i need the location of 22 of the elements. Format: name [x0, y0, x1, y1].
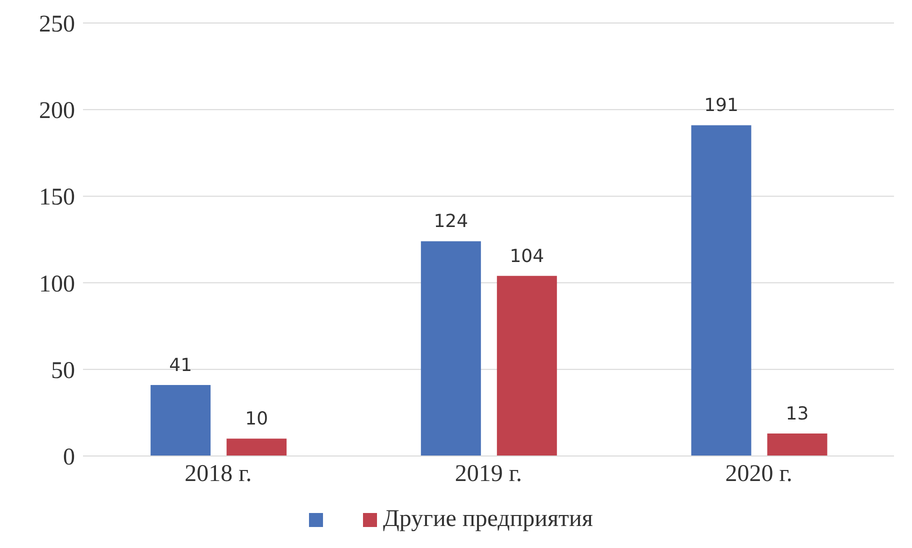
y-tick-label: 250 — [39, 12, 75, 38]
data-label: 124 — [434, 211, 468, 232]
data-label: 191 — [704, 95, 738, 116]
data-label: 10 — [245, 408, 268, 430]
bar — [767, 433, 828, 456]
data-label: 104 — [510, 246, 544, 267]
x-tick-label: 2019 г. — [454, 461, 522, 488]
bar — [226, 438, 287, 456]
bar — [691, 125, 752, 456]
bar — [150, 384, 211, 456]
y-tick-label: 0 — [63, 444, 75, 471]
data-label: 13 — [786, 403, 809, 424]
legend-label: Другие предприятия — [383, 506, 593, 533]
y-tick-label: 50 — [51, 358, 75, 384]
bar — [496, 276, 557, 456]
x-tick-label: 2020 г. — [725, 461, 792, 488]
data-label: 41 — [169, 354, 192, 376]
bar — [420, 241, 481, 456]
y-tick-label: 200 — [39, 98, 75, 124]
y-tick-label: 150 — [39, 184, 75, 211]
y-tick-label: 100 — [39, 271, 75, 298]
x-tick-label: 2018 г. — [184, 461, 252, 488]
